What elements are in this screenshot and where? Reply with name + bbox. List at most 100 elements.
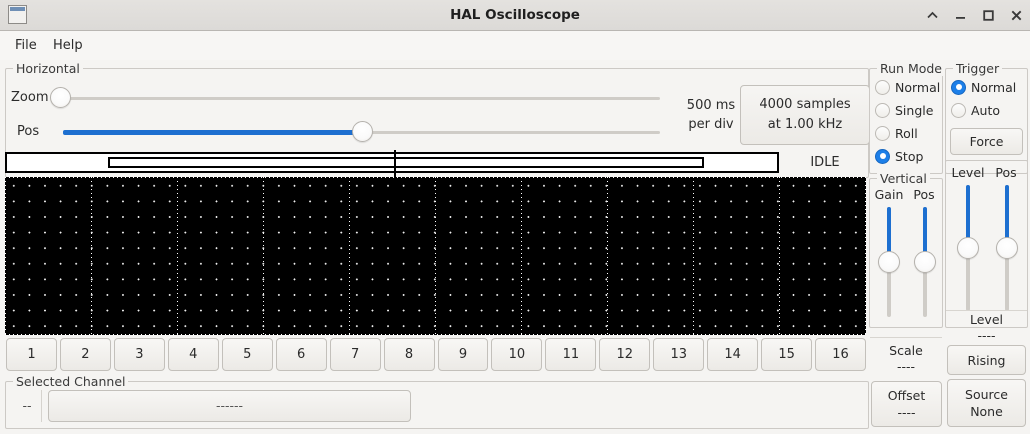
vertical-group-title: Vertical xyxy=(877,171,930,186)
channel-button-8[interactable]: 8 xyxy=(383,338,435,371)
vertical-gain-slider-handle[interactable] xyxy=(878,251,900,273)
trigger-pos-slider-label: Pos xyxy=(995,165,1017,180)
channel-button-13[interactable]: 13 xyxy=(653,338,705,371)
zoom-slider[interactable] xyxy=(50,86,660,110)
selected-channel-group: Selected Channel -- ------ xyxy=(5,374,869,429)
trigger-level-readout-value: ---- xyxy=(977,328,996,343)
menu-item-file[interactable]: File xyxy=(15,38,37,53)
scope-display[interactable] xyxy=(5,177,866,335)
trigger-level-slider-handle[interactable] xyxy=(957,237,979,259)
channel-button-14[interactable]: 14 xyxy=(707,338,759,371)
close-icon[interactable] xyxy=(1009,8,1024,23)
vertical-gain-slider-fill xyxy=(887,207,891,262)
trigger-force-button[interactable]: Force xyxy=(950,128,1023,155)
channel-button-16[interactable]: 16 xyxy=(815,338,866,371)
channel-button-9[interactable]: 9 xyxy=(437,338,489,371)
run-mode-option-single-label: Single xyxy=(895,102,934,118)
vertical-gain-slider-label: Gain xyxy=(874,187,904,202)
trigger-level-readout: Level ---- xyxy=(946,312,1027,344)
run-mode-option-normal-label: Normal xyxy=(895,79,941,95)
radio-icon[interactable] xyxy=(875,79,890,95)
run-mode-option-normal[interactable]: Normal xyxy=(875,77,940,97)
channel-button-3[interactable]: 3 xyxy=(113,338,165,371)
scope-grid-divider xyxy=(435,177,436,335)
horizontal-pos-slider-handle[interactable] xyxy=(351,121,373,142)
title-bar: HAL Oscilloscope xyxy=(0,0,1030,31)
minimize-icon[interactable] xyxy=(953,8,968,23)
radio-icon[interactable] xyxy=(951,79,966,95)
selected-channel-separator xyxy=(41,390,42,422)
run-mode-group: Run Mode Normal Single Roll Stop xyxy=(869,61,945,174)
radio-icon[interactable] xyxy=(951,102,966,118)
sample-rate-text: at 1.00 kHz xyxy=(767,117,843,132)
channel-button-2[interactable]: 2 xyxy=(59,338,111,371)
selected-channel-name-button[interactable]: ------ xyxy=(48,390,411,422)
horizontal-range-indicator[interactable] xyxy=(5,150,779,179)
channel-button-12[interactable]: 12 xyxy=(599,338,651,371)
radio-icon[interactable] xyxy=(875,102,890,118)
trigger-option-auto[interactable]: Auto xyxy=(951,100,1000,120)
radio-icon[interactable] xyxy=(875,125,890,141)
run-mode-option-roll[interactable]: Roll xyxy=(875,123,918,143)
scope-grid-divider xyxy=(91,177,92,335)
vertical-offset-title: Offset xyxy=(887,388,926,403)
trigger-edge-button[interactable]: Rising xyxy=(947,345,1026,375)
vertical-divider xyxy=(870,337,942,338)
horizontal-range-marker xyxy=(394,150,396,179)
channel-button-5[interactable]: 5 xyxy=(221,338,273,371)
scope-grid-divider xyxy=(607,177,608,335)
trigger-option-normal-label: Normal xyxy=(971,79,1017,95)
run-mode-option-single[interactable]: Single xyxy=(875,100,933,120)
trigger-edge-label: Rising xyxy=(967,352,1006,368)
vertical-scale-value: ---- xyxy=(896,359,916,374)
trigger-option-normal[interactable]: Normal xyxy=(951,77,1016,97)
run-mode-option-stop[interactable]: Stop xyxy=(875,146,923,166)
channel-button-10[interactable]: 10 xyxy=(491,338,543,371)
trigger-controls-panel: Level Pos xyxy=(945,160,1028,328)
channel-button-15[interactable]: 15 xyxy=(761,338,813,371)
window-title: HAL Oscilloscope xyxy=(450,7,580,23)
zoom-slider-handle[interactable] xyxy=(50,87,71,108)
sample-count-text: 4000 samples xyxy=(759,97,851,112)
trigger-level-slider[interactable] xyxy=(957,185,979,311)
horizontal-group-title: Horizontal xyxy=(13,61,83,76)
trigger-pos-slider[interactable] xyxy=(996,185,1018,311)
menu-item-help[interactable]: Help xyxy=(53,38,83,53)
maximize-icon[interactable] xyxy=(981,8,996,23)
run-mode-group-title: Run Mode xyxy=(877,61,945,76)
trigger-source-button[interactable]: Source None xyxy=(947,379,1026,427)
trigger-divider xyxy=(946,310,1027,311)
horizontal-range-window[interactable] xyxy=(107,157,704,168)
horizontal-pos-slider[interactable] xyxy=(63,120,660,144)
trigger-pos-slider-fill xyxy=(1005,185,1009,248)
time-per-div-readout: 500 ms per div xyxy=(676,96,746,134)
trigger-level-slider-fill xyxy=(966,185,970,248)
channel-button-7[interactable]: 7 xyxy=(329,338,381,371)
zoom-slider-track[interactable] xyxy=(60,97,660,100)
trigger-group: Trigger Normal Auto xyxy=(945,61,1028,174)
channel-button-4[interactable]: 4 xyxy=(167,338,219,371)
vertical-gain-slider[interactable] xyxy=(878,207,900,317)
channel-button-1[interactable]: 1 xyxy=(6,338,57,371)
channel-button-11[interactable]: 11 xyxy=(545,338,597,371)
run-mode-option-roll-label: Roll xyxy=(895,125,918,141)
vertical-offset-button[interactable]: Offset ---- xyxy=(871,381,942,427)
selected-channel-index: -- xyxy=(22,398,32,413)
scope-grid-divider xyxy=(349,177,350,335)
vertical-pos-slider-handle[interactable] xyxy=(914,251,936,273)
radio-icon[interactable] xyxy=(875,148,890,164)
trigger-force-label: Force xyxy=(969,134,1004,149)
vertical-pos-slider[interactable] xyxy=(914,207,936,317)
trigger-pos-slider-handle[interactable] xyxy=(996,237,1018,259)
scope-grid-divider xyxy=(779,177,780,335)
shade-icon[interactable] xyxy=(925,8,940,23)
vertical-scale-readout: Scale ---- xyxy=(870,343,942,375)
sample-info-button[interactable]: 4000 samples at 1.00 kHz xyxy=(740,85,870,145)
vertical-pos-slider-fill xyxy=(923,207,927,262)
trigger-level-slider-label: Level xyxy=(951,165,985,180)
vertical-offset-value: ---- xyxy=(897,405,916,420)
channel-button-6[interactable]: 6 xyxy=(275,338,327,371)
scope-grid-divider xyxy=(5,177,6,335)
trigger-level-readout-title: Level xyxy=(970,312,1003,327)
vertical-group: Vertical Gain Pos xyxy=(869,171,943,328)
